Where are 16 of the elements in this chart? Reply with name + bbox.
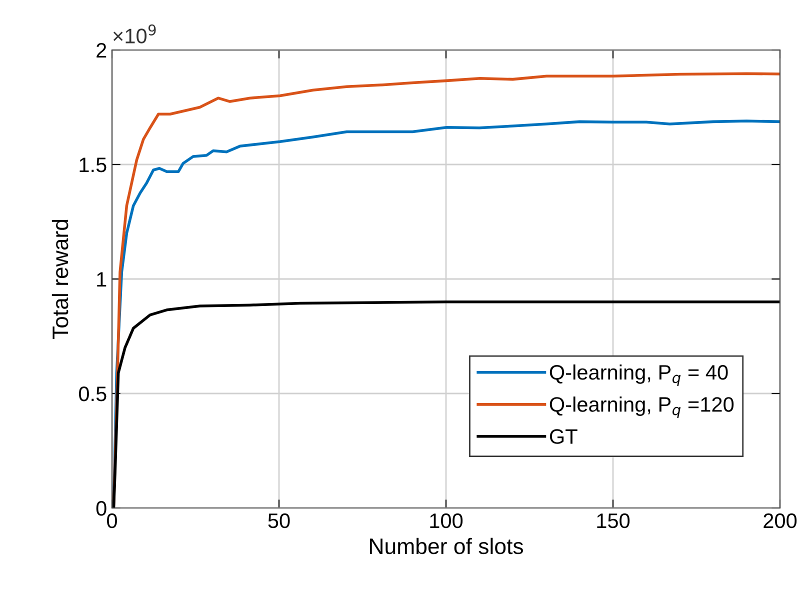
x-tick-label: 50 xyxy=(268,513,290,528)
x-tick-label: 0 xyxy=(107,513,117,528)
legend-label: Q-learning, P$_{q}$ = 40 xyxy=(550,364,728,386)
y-tick-label: 1.5 xyxy=(80,158,106,172)
y-tick-label: 2 xyxy=(96,43,106,58)
x-tick-label: 100 xyxy=(430,513,463,528)
x-tick-label: 150 xyxy=(597,513,630,528)
x-tick-label: 200 xyxy=(764,513,797,528)
text: ×10$^{9}$ xyxy=(113,24,156,44)
y-tick-label: 0 xyxy=(96,501,106,516)
y-tick-label: 1 xyxy=(97,272,106,287)
legend-label: GT xyxy=(550,429,578,444)
x-axis-title: Number of slots xyxy=(370,538,524,554)
legend-label: Q-learning, P$_{q}$ =120 xyxy=(550,396,734,418)
y-tick-label: 0.5 xyxy=(78,386,106,402)
y-axis-title: Total reward xyxy=(52,220,68,340)
